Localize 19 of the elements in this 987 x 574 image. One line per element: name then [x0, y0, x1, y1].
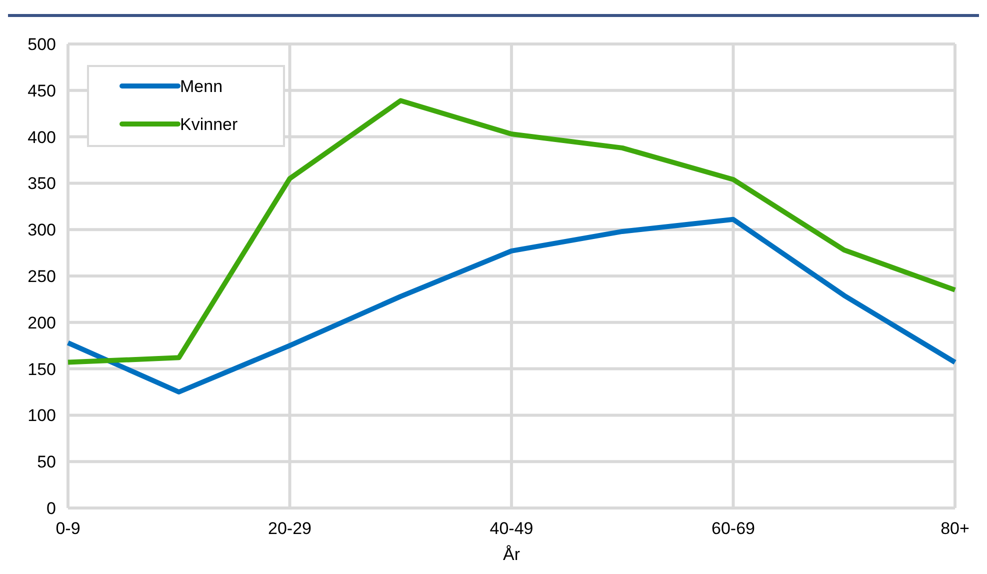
y-tick-label: 450 [28, 81, 56, 100]
y-tick-label: 0 [46, 498, 56, 518]
y-tick-label: 200 [28, 313, 56, 332]
y-tick-label: 150 [28, 360, 56, 379]
y-tick-label: 50 [37, 452, 56, 472]
x-tick-label: 80+ [940, 519, 970, 538]
y-tick-label: 100 [28, 406, 56, 426]
legend-label: Kvinner [180, 114, 238, 134]
y-tick-label: 500 [28, 34, 56, 54]
y-tick-label: 300 [28, 220, 56, 240]
x-axis-title: År [503, 545, 520, 564]
y-tick-label: 350 [28, 174, 56, 194]
legend-label: Menn [180, 76, 223, 96]
y-tick-label: 250 [28, 266, 56, 286]
x-tick-label: 60-69 [712, 519, 755, 538]
x-tick-label: 0-9 [56, 519, 80, 538]
x-tick-label: 40-49 [490, 519, 534, 538]
x-tick-label: 20-29 [268, 519, 312, 538]
y-tick-label: 400 [28, 128, 56, 147]
